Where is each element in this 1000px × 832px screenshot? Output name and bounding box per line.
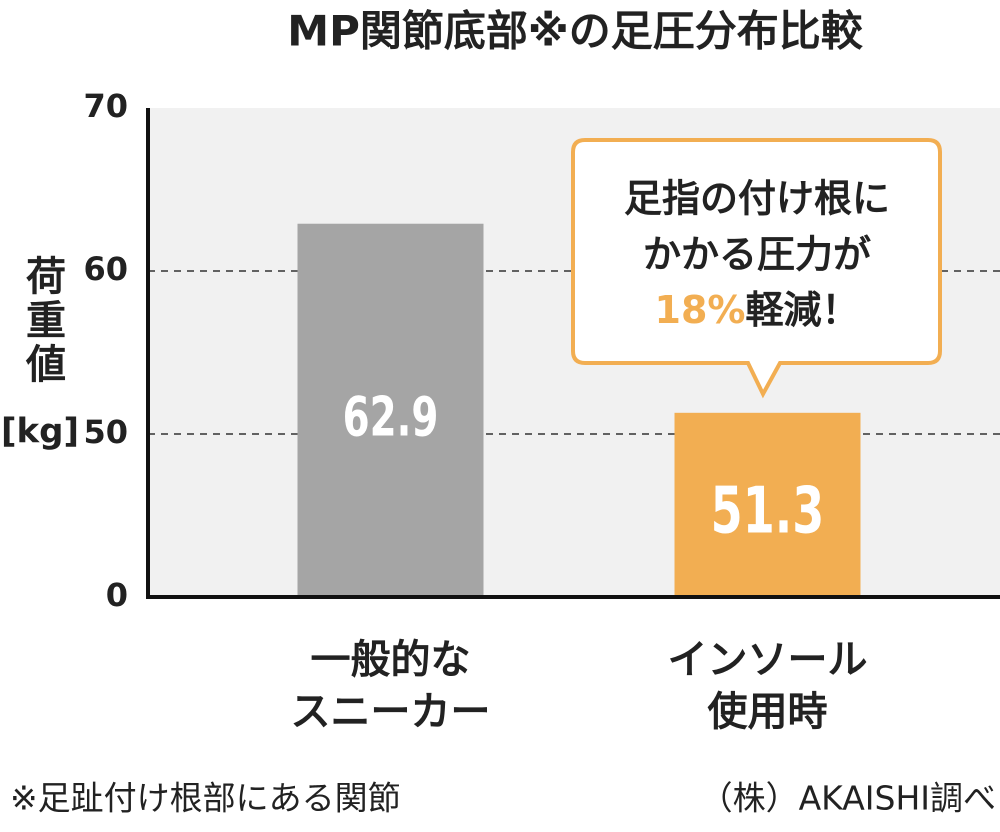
y-tick-label: 50 — [83, 413, 128, 451]
callout-rest: 軽減！ — [745, 288, 859, 332]
bar — [297, 223, 484, 598]
y-tick-label: 70 — [83, 87, 128, 125]
callout: 足指の付け根に かかる圧力が 18%軽減！ — [571, 138, 942, 399]
value-label: 62.9 — [343, 386, 439, 449]
source: （株）AKAISHI調べ — [700, 779, 996, 818]
callout-line: 足指の付け根に — [624, 177, 890, 221]
callout-highlight: 18% — [655, 288, 746, 332]
bar — [674, 412, 861, 597]
x-tick-label: 一般的な — [311, 637, 471, 683]
y-axis-unit: [kg] — [1, 412, 79, 452]
callout-line: 18%軽減！ — [655, 288, 860, 332]
callout-line: かかる圧力が — [643, 233, 871, 277]
y-tick-label: 60 — [83, 250, 128, 288]
x-tick-label: 使用時 — [708, 689, 828, 735]
y-axis-label: 荷重値 — [19, 255, 67, 387]
chart-title: MP関節底部※の足圧分布比較 — [287, 7, 863, 56]
footnote: ※足趾付け根部にある関節 — [10, 779, 401, 818]
y-tick-label: 0 — [106, 576, 128, 614]
x-tick-label: スニーカー — [291, 689, 491, 735]
value-label: 51.3 — [711, 473, 825, 548]
x-tick-label: インソール — [668, 637, 868, 683]
callout-box — [571, 138, 942, 399]
